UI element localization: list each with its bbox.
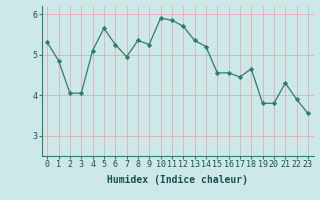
X-axis label: Humidex (Indice chaleur): Humidex (Indice chaleur) [107,175,248,185]
